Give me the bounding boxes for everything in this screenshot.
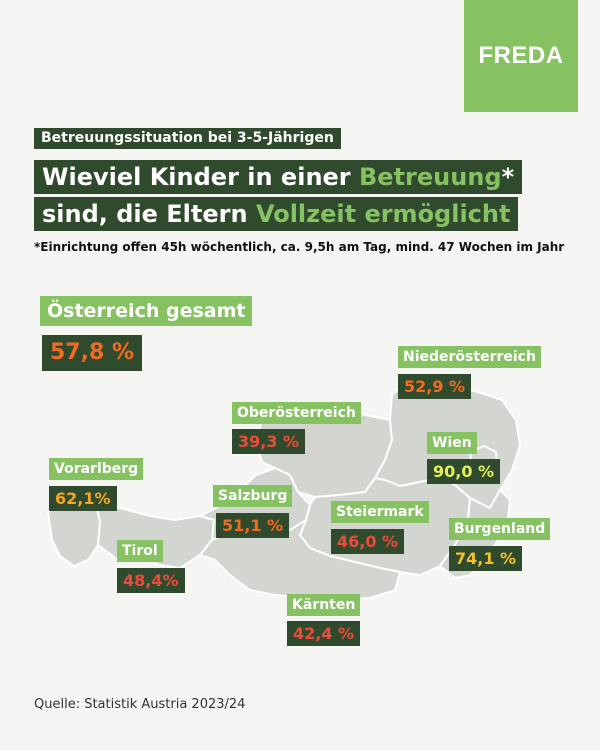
headline-accent: Betreuung: [359, 163, 502, 191]
region-value-steiermark: 46,0 %: [331, 529, 405, 554]
source-note: Quelle: Statistik Austria 2023/24: [34, 697, 246, 712]
region-label-salzburg: Salzburg: [213, 485, 293, 507]
headline-line-2: sind, die Eltern Vollzeit ermöglicht: [34, 197, 519, 231]
region-value-oberoesterreich: 39,3 %: [232, 429, 306, 454]
region-label-niederoesterreich: Niederösterreich: [398, 346, 541, 368]
headline-asterisk: *: [501, 163, 515, 191]
region-label-tirol: Tirol: [117, 540, 163, 562]
region-value-niederoesterreich: 52,9 %: [398, 374, 472, 399]
headline-line-1: Wieviel Kinder in einer Betreuung*: [34, 160, 523, 194]
headline-text: Wieviel Kinder in einer: [42, 163, 359, 191]
region-value-wien: 90,0 %: [427, 459, 501, 484]
region-value-tirol: 48,4%: [117, 568, 185, 593]
region-label-vorarlberg: Vorarlberg: [49, 458, 144, 480]
logo-text: FREDA: [478, 42, 564, 69]
region-label-steiermark: Steiermark: [331, 501, 429, 523]
headline-text: sind, die Eltern: [42, 200, 256, 228]
region-label-wien: Wien: [427, 432, 477, 454]
region-value-burgenland: 74,1 %: [449, 546, 523, 571]
region-label-burgenland: Burgenland: [449, 518, 551, 540]
freda-logo: FREDA: [464, 0, 578, 112]
national-value: 57,8 %: [42, 335, 142, 371]
region-label-kaernten: Kärnten: [287, 594, 361, 616]
headline-accent: Vollzeit ermöglicht: [255, 200, 511, 228]
region-label-oberoesterreich: Oberösterreich: [232, 402, 361, 424]
headline: Wieviel Kinder in einer Betreuung* sind,…: [34, 160, 523, 234]
region-value-vorarlberg: 62,1%: [49, 486, 117, 511]
national-label: Österreich gesamt: [40, 296, 253, 326]
region-value-salzburg: 51,1 %: [216, 513, 290, 538]
region-value-kaernten: 42,4 %: [287, 621, 361, 646]
subtitle: Betreuungssituation bei 3-5-Jährigen: [34, 128, 341, 149]
footnote: *Einrichtung offen 45h wöchentlich, ca. …: [34, 240, 565, 254]
